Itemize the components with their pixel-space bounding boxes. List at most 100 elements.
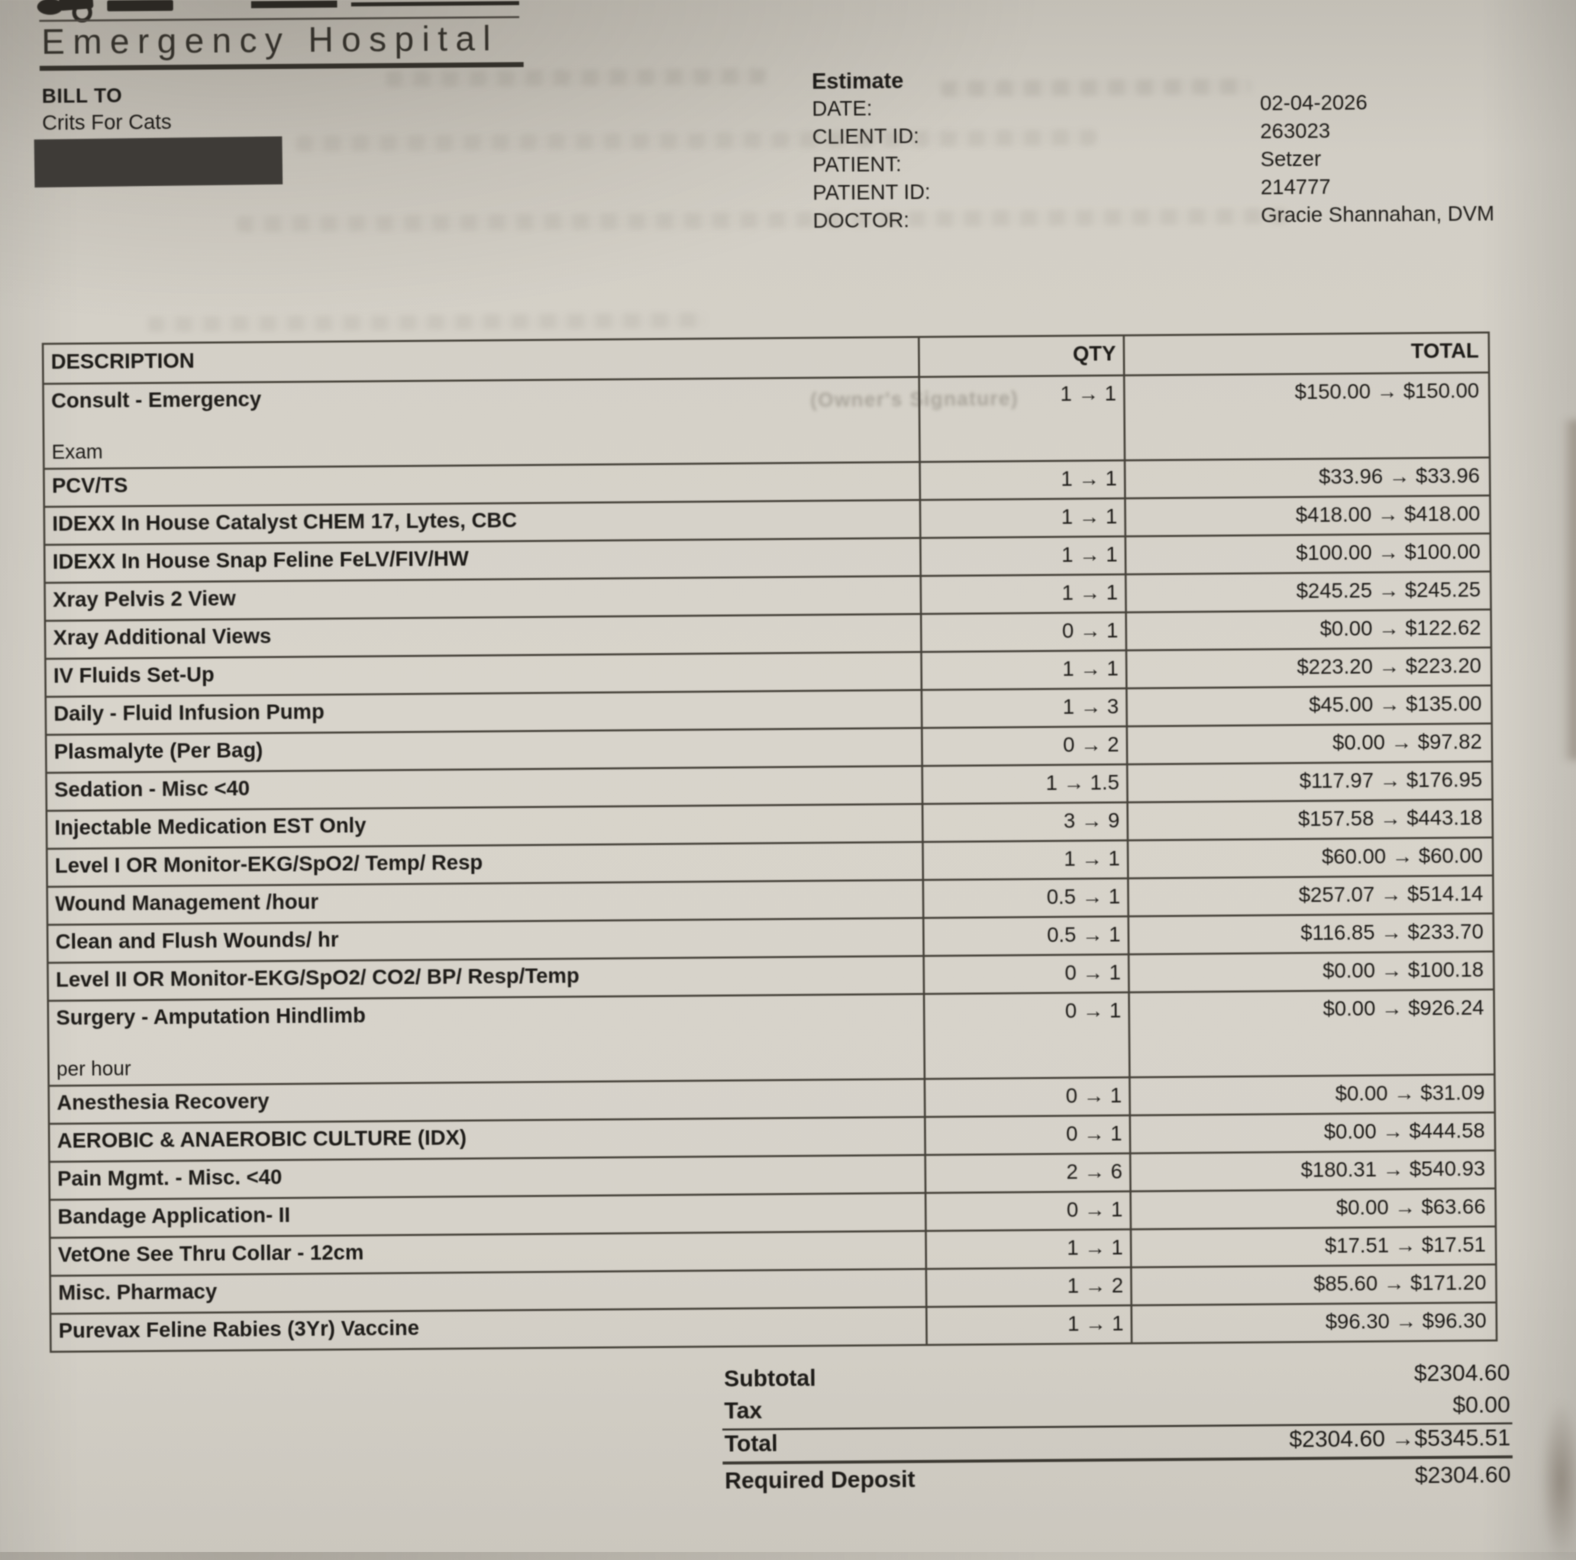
row-description: Level I OR Monitor-EKG/SpO2/ Temp/ Resp — [47, 842, 925, 886]
line-items-table: DESCRIPTION QTY TOTAL Consult - Emergenc… — [41, 331, 1498, 1353]
row-total: $96.30 → $96.30 — [1325, 1309, 1487, 1334]
row-total: $117.97 → $176.95 — [1299, 768, 1483, 793]
row-qty: 0.5 → 1 — [924, 917, 1130, 955]
row-description: AEROBIC & ANAEROBIC CULTURE (IDX) — [49, 1117, 927, 1161]
bleedthrough-smudge — [385, 68, 766, 88]
row-qty: 1 → 1 — [927, 1306, 1133, 1344]
required-deposit-label: Required Deposit — [724, 1466, 916, 1494]
estimate-meta-values: 02-04-2026 263023 Setzer 214777 Gracie S… — [1260, 88, 1513, 230]
row-description: Anesthesia Recovery — [49, 1079, 926, 1123]
qty-header: QTY — [919, 336, 1126, 376]
row-qty: 1 → 1 — [923, 841, 1130, 879]
total-header: TOTAL — [1410, 339, 1479, 364]
row-description: Pain Mgmt. - Misc. <40 — [50, 1155, 927, 1199]
logo-fragment — [351, 1, 520, 7]
table-row: Surgery - Amputation Hindlimb per hour 0 →… — [48, 988, 1494, 1085]
row-total: $17.51 → $17.51 — [1324, 1233, 1487, 1258]
bleedthrough-smudge — [296, 129, 1097, 152]
row-total: $180.31 → $540.93 — [1300, 1157, 1486, 1182]
total-value: $2304.60 →$5345.51 — [1289, 1424, 1511, 1453]
row-description: Surgery - Amputation Hindlimb per hour — [48, 994, 926, 1085]
required-deposit-value: $2304.60 — [1414, 1461, 1511, 1489]
row-description: Plasmalyte (Per Bag) — [46, 728, 924, 772]
clinic-name: Emergency Hospital — [41, 19, 499, 62]
bleedthrough-smudge — [147, 312, 708, 333]
row-qty: 1 → 1.5 — [923, 765, 1129, 803]
summary-section: Subtotal $2304.60 Tax $0.00 Total $2304.… — [722, 1356, 1513, 1498]
subtotal-label: Subtotal — [723, 1364, 817, 1392]
row-total: $0.00 → $122.62 — [1319, 616, 1482, 641]
row-description: IV Fluids Set-Up — [46, 652, 923, 696]
row-total: $245.25 → $245.25 — [1296, 578, 1481, 604]
logo-rule-bottom — [39, 62, 524, 71]
row-qty: 1 → 1 — [920, 461, 1127, 499]
bill-to-label: BILL TO — [41, 85, 123, 108]
row-total: $0.00 → $31.09 — [1335, 1081, 1485, 1106]
row-qty: 1 → 1 — [921, 499, 1127, 537]
date-value: 02-04-2026 — [1259, 91, 1368, 116]
bleedthrough-smudge — [236, 208, 1287, 233]
row-total: $257.07 → $514.14 — [1298, 882, 1484, 907]
patient-value: Setzer — [1260, 147, 1322, 172]
subtotal-value: $2304.60 — [1413, 1359, 1511, 1387]
row-total: $33.96 → $33.96 — [1318, 464, 1480, 489]
patient-id-label: PATIENT ID: — [812, 180, 931, 205]
clinic-logo: Emergency Hospital — [37, 0, 526, 76]
row-total: $150.00 → $150.00 — [1294, 379, 1480, 405]
row-description: Daily - Fluid Infusion Pump — [46, 690, 923, 734]
row-total: $0.00 → $444.58 — [1323, 1119, 1486, 1144]
required-deposit-row: Required Deposit $2304.60 — [723, 1458, 1513, 1498]
estimate-title: Estimate — [811, 68, 904, 94]
row-qty: 0 → 1 — [926, 1192, 1132, 1230]
row-description: Misc. Pharmacy — [51, 1269, 928, 1313]
row-total: $116.85 → $233.70 — [1300, 920, 1484, 945]
client-id-value: 263023 — [1260, 119, 1331, 144]
bleedthrough-smudge — [940, 78, 1251, 97]
row-qty: 1 → 1 — [926, 1230, 1133, 1268]
tax-label: Tax — [724, 1397, 763, 1424]
row-qty: 0 → 1 — [924, 993, 1131, 1078]
row-qty: 1 → 1 — [921, 575, 1127, 613]
date-label: DATE: — [811, 97, 873, 121]
logo-fragment — [107, 0, 174, 12]
row-qty: 1 → 1 — [921, 537, 1127, 575]
row-qty: 3 → 9 — [923, 803, 1129, 841]
row-total: $223.20 → $223.20 — [1296, 654, 1482, 680]
row-qty: 0.5 → 1 — [924, 879, 1130, 917]
row-qty: 0 → 2 — [922, 727, 1129, 765]
row-total: $0.00 → $926.24 — [1322, 996, 1485, 1021]
row-description: Wound Management /hour — [48, 880, 925, 924]
row-description: Xray Pelvis 2 View — [45, 576, 922, 620]
row-qty: 1 → 3 — [922, 689, 1128, 727]
bill-to-name: Crits For Cats — [41, 110, 172, 135]
row-total: $45.00 → $135.00 — [1308, 692, 1482, 717]
patient-label: PATIENT: — [812, 153, 902, 177]
table-row: Consult - Emergency Exam 1 → 1 $150.00 → $1… — [44, 371, 1489, 468]
row-total: $157.58 → $443.18 — [1297, 806, 1483, 831]
row-total: $418.00 → $418.00 — [1295, 502, 1481, 528]
row-qty: 1 → 1 — [922, 651, 1128, 689]
row-description: Level II OR Monitor-EKG/SpO2/ CO2/ BP/ R… — [48, 956, 925, 1000]
row-description: Clean and Flush Wounds/ hr — [48, 918, 925, 962]
redacted-address-box — [34, 136, 283, 188]
row-description: VetOne See Thru Collar - 12cm — [50, 1231, 928, 1275]
row-description: IDEXX In House Snap Feline FeLV/FIV/HW — [45, 538, 922, 582]
doctor-value: Gracie Shannahan, DVM — [1260, 202, 1495, 228]
total-label: Total — [724, 1430, 778, 1457]
row-description: Injectable Medication EST Only — [47, 804, 924, 848]
row-total: $100.00 → $100.00 — [1295, 540, 1481, 566]
logo-fragment — [251, 0, 338, 9]
row-qty: 2 → 6 — [926, 1154, 1132, 1192]
row-description: Sedation - Misc <40 — [47, 766, 924, 810]
row-description: Bandage Application- II — [50, 1193, 927, 1237]
row-description: IDEXX In House Catalyst CHEM 17, Lytes, … — [45, 500, 922, 544]
row-total: $60.00 → $60.00 — [1321, 844, 1483, 869]
row-description: PCV/TS — [44, 462, 922, 506]
row-qty: 0 → 1 — [925, 1116, 1132, 1154]
tax-value: $0.00 — [1452, 1391, 1511, 1418]
row-qty: 0 → 1 — [925, 1078, 1131, 1116]
description-header: DESCRIPTION — [43, 337, 921, 383]
row-qty: 1 → 1 — [920, 376, 1126, 461]
row-description: Purevax Feline Rabies (3Yr) Vaccine — [51, 1307, 928, 1351]
